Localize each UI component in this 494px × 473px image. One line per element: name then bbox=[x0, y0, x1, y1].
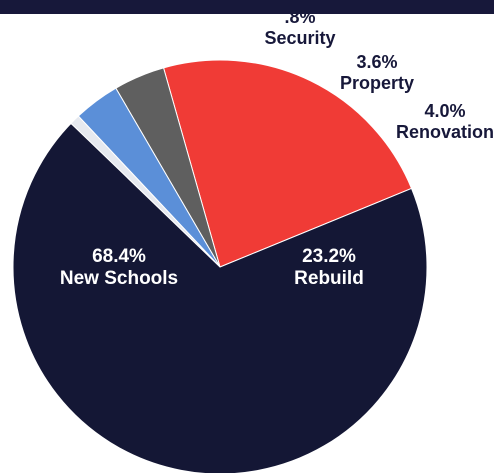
top-bar bbox=[0, 0, 494, 14]
slice-category-label-new-schools: New Schools bbox=[60, 268, 178, 289]
slice-category-label-property: Property bbox=[340, 73, 414, 93]
slice-rebuild bbox=[162, 59, 413, 268]
slice-category-label-security: Security bbox=[264, 28, 335, 48]
slice-value-label-property: 3.6% bbox=[356, 52, 397, 72]
slice-category-label-renovation: Renovation bbox=[396, 122, 494, 142]
slice-value-label-security: .8% bbox=[284, 7, 315, 27]
slice-new-schools bbox=[12, 122, 428, 473]
slice-category-label-rebuild: Rebuild bbox=[294, 268, 364, 289]
slice-value-label-new-schools: 68.4% bbox=[92, 246, 146, 267]
slice-value-label-renovation: 4.0% bbox=[424, 101, 465, 121]
slice-value-label-rebuild: 23.2% bbox=[302, 246, 356, 267]
